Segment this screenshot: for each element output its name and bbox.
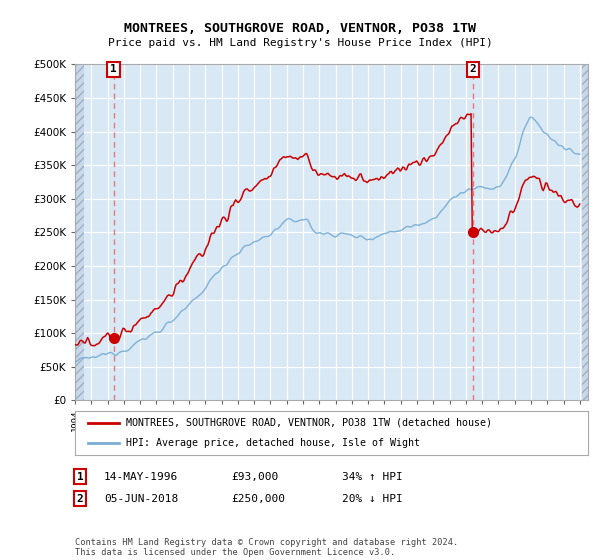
- Text: 2: 2: [469, 64, 476, 74]
- Text: 20% ↓ HPI: 20% ↓ HPI: [342, 494, 403, 504]
- Text: £250,000: £250,000: [231, 494, 285, 504]
- Text: HPI: Average price, detached house, Isle of Wight: HPI: Average price, detached house, Isle…: [127, 438, 420, 448]
- Text: 1: 1: [77, 472, 83, 482]
- Text: 1: 1: [110, 64, 117, 74]
- Bar: [583, 64, 588, 400]
- Text: 05-JUN-2018: 05-JUN-2018: [104, 494, 178, 504]
- Bar: [75, 64, 84, 400]
- Text: 2: 2: [77, 494, 83, 504]
- Text: MONTREES, SOUTHGROVE ROAD, VENTNOR, PO38 1TW: MONTREES, SOUTHGROVE ROAD, VENTNOR, PO38…: [124, 22, 476, 35]
- Text: 14-MAY-1996: 14-MAY-1996: [104, 472, 178, 482]
- Text: £93,000: £93,000: [231, 472, 278, 482]
- Text: MONTREES, SOUTHGROVE ROAD, VENTNOR, PO38 1TW (detached house): MONTREES, SOUTHGROVE ROAD, VENTNOR, PO38…: [127, 418, 493, 428]
- Text: 34% ↑ HPI: 34% ↑ HPI: [342, 472, 403, 482]
- Text: Price paid vs. HM Land Registry's House Price Index (HPI): Price paid vs. HM Land Registry's House …: [107, 38, 493, 48]
- Text: Contains HM Land Registry data © Crown copyright and database right 2024.
This d: Contains HM Land Registry data © Crown c…: [75, 538, 458, 557]
